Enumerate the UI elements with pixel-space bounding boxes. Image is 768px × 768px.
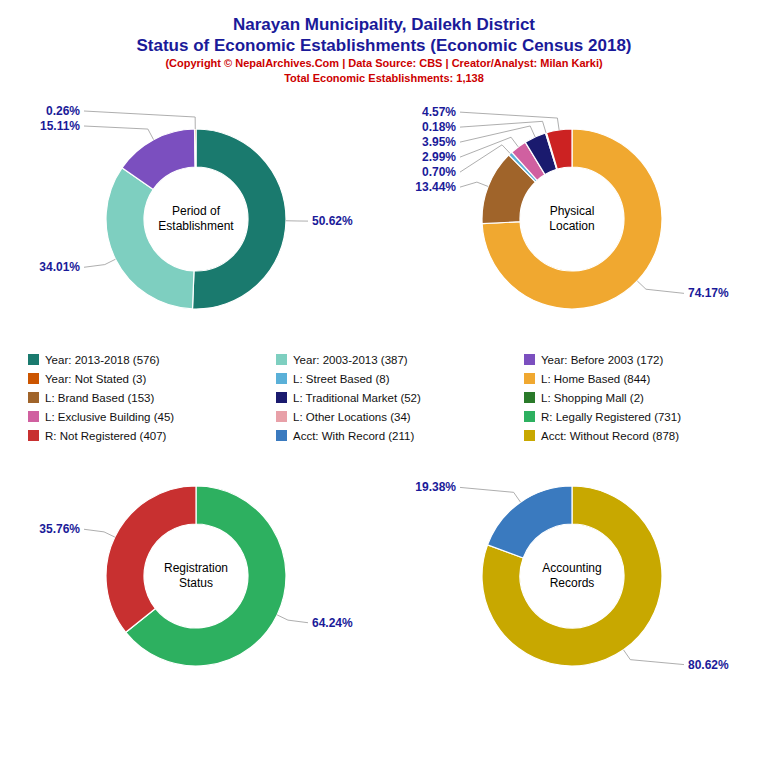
html-text:Acct: Without Record (878): Acct: Without Record (878) <box>541 429 680 442</box>
html-text:L: Shopping Mall (2): L: Shopping Mall (2) <box>541 391 644 404</box>
html-text:(Copyright © NepalArchives.Com: (Copyright © NepalArchives.Com | Data So… <box>165 57 603 69</box>
svg-text:0.26%: 0.26% <box>46 104 80 118</box>
svg-text:50.62%: 50.62% <box>312 214 353 228</box>
svg-text:80.62%: 80.62% <box>688 658 729 672</box>
html-text:R: Legally Registered (731): R: Legally Registered (731) <box>541 410 681 423</box>
html-text:Year: Before 2003 (172): Year: Before 2003 (172) <box>541 353 664 366</box>
html-text:L: Other Locations (34): L: Other Locations (34) <box>293 410 411 423</box>
svg-text:3.95%: 3.95% <box>422 135 456 149</box>
html-text:L: Traditional Market (52): L: Traditional Market (52) <box>293 391 421 404</box>
html-text:Establishment: Establishment <box>158 219 234 233</box>
svg-text:34.01%: 34.01% <box>39 260 80 274</box>
html-text:Location: Location <box>549 219 595 233</box>
html-text:L: Exclusive Building (45): L: Exclusive Building (45) <box>45 410 175 423</box>
svg-text:35.76%: 35.76% <box>39 522 80 536</box>
html-text:Total Economic Establishments:: Total Economic Establishments: 1,138 <box>284 72 484 84</box>
html-text:Registration: Registration <box>164 561 228 575</box>
html-text:R: Not Registered (407): R: Not Registered (407) <box>45 429 167 442</box>
svg-text:74.17%: 74.17% <box>688 286 729 300</box>
html-text:L: Brand Based (153): L: Brand Based (153) <box>45 391 155 404</box>
svg-text:0.18%: 0.18% <box>422 120 456 134</box>
svg-text:0.70%: 0.70% <box>422 165 456 179</box>
svg-text:15.11%: 15.11% <box>40 119 80 133</box>
svg-text:2.99%: 2.99% <box>422 150 456 164</box>
html-text:Year: 2013-2018 (576): Year: 2013-2018 (576) <box>45 353 160 366</box>
svg-text:19.38%: 19.38% <box>415 480 456 494</box>
html-text:Status of Economic Establishme: Status of Economic Establishments (Econo… <box>136 36 632 55</box>
html-text:Acct: With Record (211): Acct: With Record (211) <box>293 429 415 442</box>
html-text:Narayan Municipality, Dailekh: Narayan Municipality, Dailekh District <box>233 15 535 34</box>
svg-text:13.44%: 13.44% <box>415 180 456 194</box>
html-text:L: Street Based (8): L: Street Based (8) <box>293 372 390 385</box>
html-text:Year: 2003-2013 (387): Year: 2003-2013 (387) <box>293 353 408 366</box>
svg-text:64.24%: 64.24% <box>312 616 353 630</box>
html-text:L: Home Based (844): L: Home Based (844) <box>541 372 651 385</box>
html-text:Period of: Period of <box>172 204 220 218</box>
svg-text:4.57%: 4.57% <box>422 105 456 119</box>
html-text:Status: Status <box>179 576 213 590</box>
html-text:Physical: Physical <box>549 204 595 218</box>
html-text:Accounting: Accounting <box>542 561 602 575</box>
html-text:Year: Not Stated (3): Year: Not Stated (3) <box>45 372 147 385</box>
html-text:Records: Records <box>549 576 595 590</box>
